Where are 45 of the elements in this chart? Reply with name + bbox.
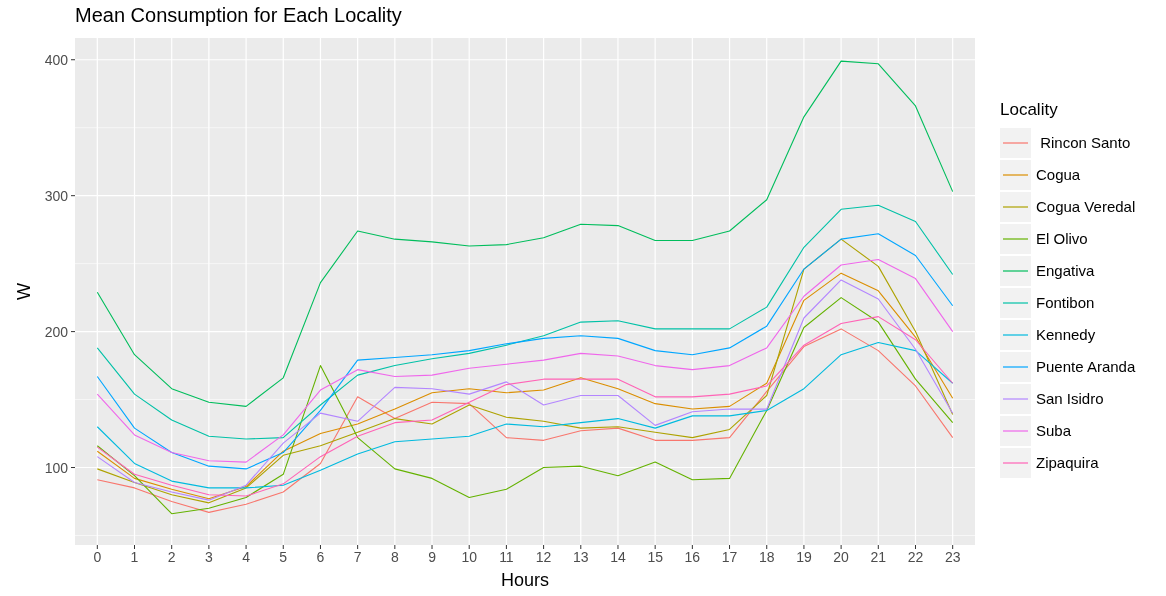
x-tick-label: 7: [353, 549, 362, 565]
x-tick-label: 2: [167, 549, 176, 565]
line-series: [96, 204, 954, 440]
x-tick-label: 10: [461, 549, 478, 565]
y-tick-label: 300: [44, 187, 69, 204]
x-tick-label: 5: [279, 549, 288, 565]
legend-label: El Olivo: [1036, 230, 1088, 247]
x-tick-label: 9: [428, 549, 437, 565]
x-tick-label: 23: [944, 549, 961, 565]
x-tick-label: 4: [242, 549, 251, 565]
legend-label: Cogua: [1036, 166, 1081, 183]
legend-label: Kennedy: [1036, 326, 1096, 343]
legend-label: Fontibon: [1036, 294, 1095, 311]
x-tick-label: 14: [610, 549, 626, 565]
legend-label: Cogua Veredal: [1036, 198, 1136, 215]
x-tick-label: 15: [647, 549, 664, 565]
legend-label: San Isidro: [1036, 390, 1104, 407]
y-axis-title: W: [14, 283, 34, 300]
legend-label: Puente Aranda: [1036, 358, 1136, 375]
legend-title: Locality: [1000, 100, 1059, 119]
x-tick-label: 6: [316, 549, 325, 565]
y-tick-label: 200: [44, 323, 69, 340]
x-tick-label: 21: [870, 549, 887, 565]
x-tick-label: 22: [907, 549, 924, 565]
x-axis-title: Hours: [500, 570, 550, 590]
x-tick-label: 16: [684, 549, 701, 565]
y-tick-label: 400: [44, 51, 69, 68]
x-tick-label: 20: [833, 549, 850, 565]
x-tick-label: 19: [796, 549, 812, 565]
line-series: [96, 60, 954, 407]
x-tick-label: 17: [721, 549, 738, 565]
x-tick-label: 11: [499, 549, 514, 565]
x-tick-label: 18: [758, 549, 775, 565]
x-tick-label: 3: [204, 549, 213, 565]
x-tick-label: 1: [130, 549, 139, 565]
x-tick-label: 13: [573, 549, 589, 565]
chart-title: Mean Consumption for Each Locality: [75, 4, 402, 26]
x-tick-label: 8: [390, 549, 399, 565]
legend-label: Engativa: [1036, 262, 1096, 279]
legend-label: Suba: [1036, 422, 1072, 439]
x-tick-label: 0: [93, 549, 102, 565]
x-tick-label: 12: [535, 549, 552, 565]
legend-label: Rincon Santo: [1036, 134, 1131, 151]
legend-label: Zipaquira: [1036, 454, 1100, 471]
y-tick-label: 100: [44, 459, 69, 476]
